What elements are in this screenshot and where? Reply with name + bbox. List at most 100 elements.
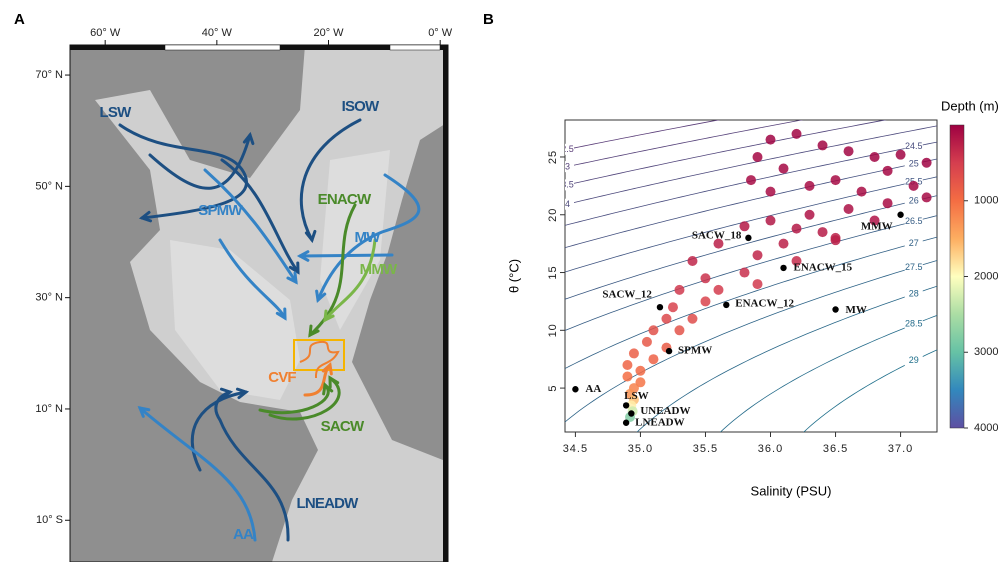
- map-border: [70, 44, 448, 562]
- x-tick-label: 40° W: [202, 27, 233, 39]
- contour-label-bg: [565, 198, 574, 210]
- x-tick-label: 34.5: [563, 443, 588, 455]
- colorbar-tick-label: 4000: [974, 422, 998, 434]
- water-mass-point: [665, 347, 673, 355]
- flow-arrow: [299, 118, 362, 242]
- data-point: [667, 302, 678, 313]
- y-tick-label: 10: [547, 323, 559, 337]
- arrow-head: [219, 387, 234, 400]
- x-axis-label: Salinity (PSU): [751, 483, 832, 498]
- flow-arrow: [190, 390, 248, 472]
- water-mass-point: [723, 301, 730, 309]
- water-mass-point-label: SPMW: [678, 345, 712, 357]
- data-point: [765, 215, 776, 226]
- density-contour: [565, 120, 804, 168]
- water-mass-point: [572, 386, 579, 393]
- density-contour: [636, 285, 937, 432]
- contour-label-bg: [904, 261, 923, 273]
- plot-frame: [564, 119, 938, 433]
- contour-label: 27: [909, 238, 919, 248]
- water-mass-point: [780, 264, 787, 272]
- data-point: [843, 203, 854, 214]
- contour-label-bg: [904, 318, 923, 330]
- water-mass-label: MMW: [360, 261, 398, 278]
- water-mass-point-label: UNEADW: [640, 405, 690, 417]
- water-mass-point: [832, 306, 839, 313]
- arrow-head: [315, 289, 327, 303]
- water-mass-point: [622, 419, 630, 426]
- data-point: [921, 157, 932, 168]
- y-tick-label: 10° N: [35, 403, 63, 415]
- data-point: [895, 149, 906, 160]
- water-mass-label: AA: [233, 526, 254, 543]
- x-tick-label: 60° W: [90, 27, 121, 39]
- arrow-head: [235, 387, 250, 400]
- colorbar-tick-label: 3000: [974, 346, 998, 358]
- contour-label-bg: [904, 157, 923, 169]
- data-point: [661, 313, 672, 324]
- colorbar-tick-label: 1000: [974, 195, 998, 207]
- water-mass-label: CVF: [268, 369, 296, 386]
- y-tick-label: 15: [547, 265, 559, 279]
- ocean-shelf: [170, 150, 390, 400]
- x-tick-label: 0° W: [428, 27, 453, 39]
- study-box: [293, 339, 345, 371]
- panel-label: A: [14, 11, 25, 28]
- scatter-points: [622, 128, 932, 422]
- data-point: [817, 140, 828, 151]
- contour-label-bg: [904, 140, 923, 152]
- flow-arrow: [118, 123, 248, 220]
- front-line: [299, 340, 340, 379]
- data-point: [674, 284, 685, 295]
- arrow-head: [322, 382, 334, 396]
- data-point: [882, 198, 893, 209]
- water-mass-point-label: SACW_18: [692, 229, 742, 241]
- data-point: [641, 336, 652, 347]
- contour-label: 23.5: [556, 180, 574, 190]
- density-contour: [565, 120, 721, 151]
- data-point: [752, 279, 763, 290]
- x-tick-label: 20° W: [313, 27, 344, 39]
- data-point: [765, 186, 776, 197]
- panel-label: B: [483, 11, 494, 28]
- data-point: [713, 238, 724, 249]
- data-point: [804, 180, 815, 191]
- y-tick-label: 10° S: [36, 514, 63, 526]
- data-point: [843, 146, 854, 157]
- contour-label-bg: [904, 237, 923, 249]
- water-mass-point: [656, 304, 664, 311]
- data-point: [622, 371, 633, 382]
- data-point: [804, 209, 815, 220]
- contour-label-bg: [565, 179, 574, 191]
- water-mass-label: ISOW: [342, 98, 380, 115]
- contour-label: 28: [909, 288, 919, 298]
- water-mass-point-label: LSW: [624, 390, 648, 402]
- water-mass-label: LSW: [100, 104, 133, 121]
- contour-label: 26.5: [905, 216, 923, 226]
- x-tick-label: 35.5: [693, 443, 718, 455]
- data-point: [791, 128, 802, 139]
- data-point: [739, 267, 750, 278]
- y-tick-label: 70° N: [35, 69, 63, 81]
- contour-label-bg: [904, 354, 923, 366]
- arrow-head: [296, 250, 310, 262]
- colorbar: [949, 124, 965, 429]
- data-point: [830, 232, 841, 243]
- water-mass-label: LNEADW: [296, 495, 359, 512]
- flow-arrows: [118, 118, 421, 542]
- density-contour: [565, 125, 937, 206]
- data-point: [778, 163, 789, 174]
- data-point: [869, 151, 880, 162]
- data-point: [628, 348, 639, 359]
- data-point: [908, 180, 919, 191]
- arrow-head: [321, 362, 333, 376]
- data-point: [830, 175, 841, 186]
- contour-label: 24.5: [905, 141, 923, 151]
- x-tick-label: 36.0: [758, 443, 783, 455]
- data-point: [921, 192, 932, 203]
- density-contour: [719, 315, 937, 432]
- arrow-head: [328, 375, 340, 389]
- y-axis-label: θ (°C): [506, 259, 521, 293]
- y-tick-label: 5: [547, 385, 559, 392]
